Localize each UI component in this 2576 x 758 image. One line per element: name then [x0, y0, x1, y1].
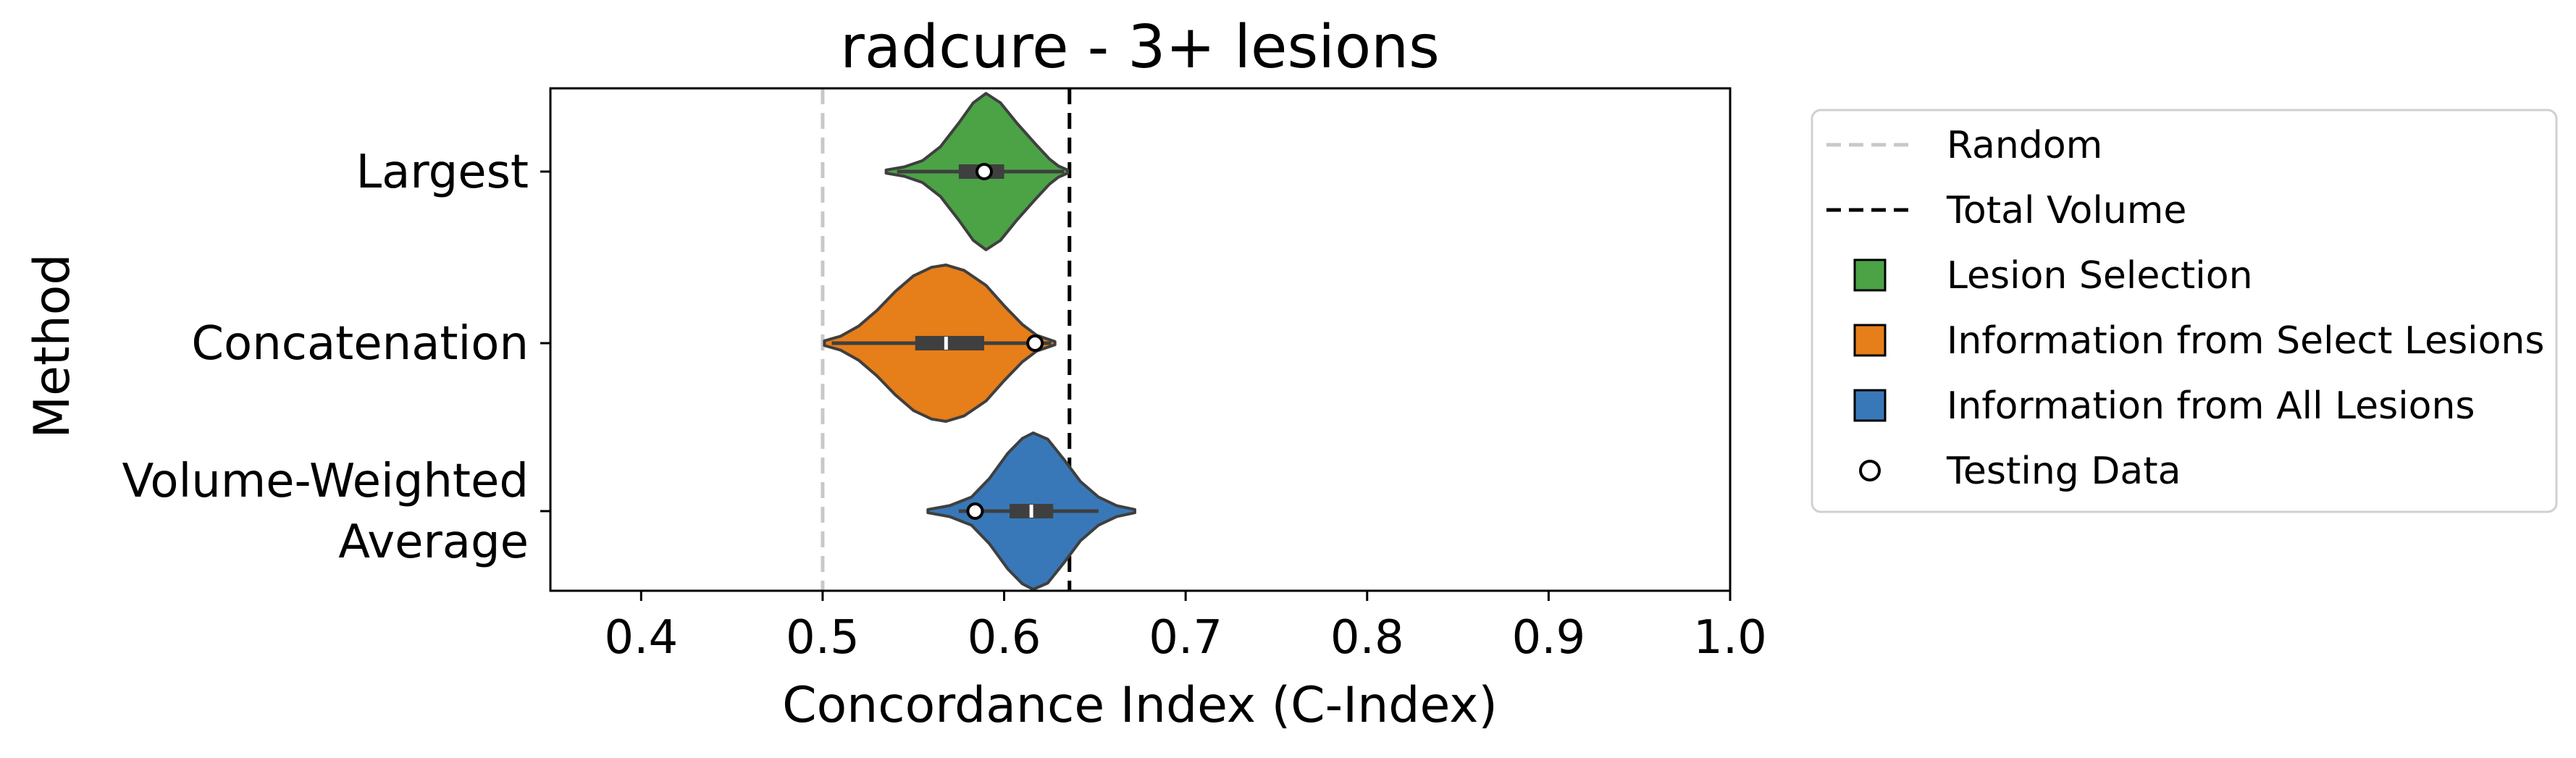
plot-area-frame [549, 87, 1732, 592]
y-tick-label-1-0: Concatenation [191, 317, 529, 371]
violin-group-2 [926, 431, 1136, 591]
violin-group-1 [823, 264, 1057, 423]
legend-swatch-2 [1853, 258, 1887, 292]
x-tick-label-5: 0.9 [1511, 611, 1585, 665]
legend-label-3: Information from Select Lesions [1947, 319, 2544, 363]
y-axis-label: Method [24, 253, 81, 438]
legend: Random Total Volume Lesion Selection Inform… [1811, 109, 2558, 513]
y-tick-label-2-1: Average [338, 515, 529, 569]
legend-frame [1811, 109, 2558, 513]
x-tick-label-3: 0.7 [1149, 611, 1222, 665]
violin-iqr-box-1 [915, 336, 984, 350]
x-tick-label-6: 1.0 [1693, 611, 1767, 665]
x-tick-label-1: 0.5 [786, 611, 860, 665]
chart-title: radcure - 3+ lesions [840, 13, 1440, 82]
legend-swatch-5 [1859, 460, 1881, 481]
legend-label-2: Lesion Selection [1947, 254, 2253, 298]
x-axis: 0.4 0.5 0.6 0.7 0.8 0.9 1.0 [604, 591, 1767, 665]
violins [823, 92, 1136, 591]
legend-label-4: Information from All Lesions [1947, 384, 2475, 428]
x-tick-label-4: 0.8 [1330, 611, 1404, 665]
legend-swatch-4 [1853, 389, 1887, 422]
y-axis: Largest Concatenation Volume-Weighted Avera… [122, 146, 550, 569]
legend-label-1: Total Volume [1946, 189, 2186, 232]
testing-data-point-2 [966, 502, 984, 520]
legend-swatch-3 [1853, 324, 1887, 357]
legend-label-5: Testing Data [1946, 450, 2181, 493]
y-tick-label-2-0: Volume-Weighted [122, 455, 529, 508]
violin-group-0 [884, 92, 1070, 251]
x-axis-label: Concordance Index (C-Index) [782, 677, 1498, 734]
x-tick-label-2: 0.6 [968, 611, 1041, 665]
testing-data-point-0 [975, 163, 993, 180]
legend-label-0: Random [1947, 124, 2102, 167]
x-tick-label-0: 0.4 [604, 611, 678, 665]
testing-data-point-1 [1026, 334, 1044, 352]
y-tick-label-0-0: Largest [356, 146, 529, 199]
